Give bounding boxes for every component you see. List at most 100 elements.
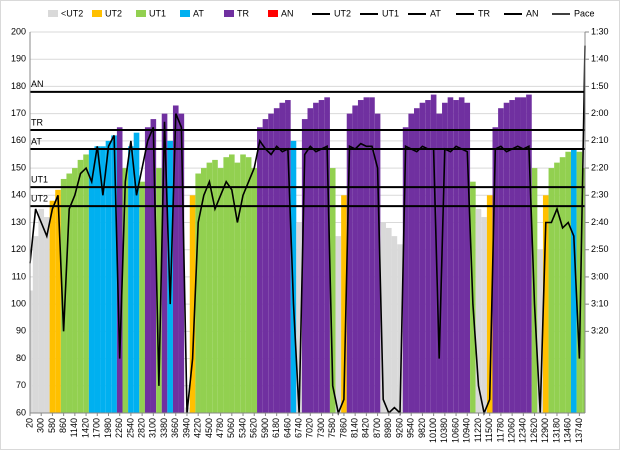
x-tick-label: 11500: [484, 418, 494, 442]
x-tick-label: 9820: [417, 418, 427, 438]
hr-zone-column: [32, 236, 39, 413]
y2-tick-label: 1:50: [591, 81, 609, 91]
hr-zone-column: [357, 100, 364, 414]
threshold-label: UT1: [31, 174, 48, 184]
y-tick-label: 110: [12, 271, 26, 281]
hr-zone-column: [212, 159, 218, 413]
legend-swatch: [48, 10, 58, 17]
hr-zone-column: [77, 159, 84, 413]
x-tick-label: 12900: [540, 418, 550, 443]
y-tick-label: 140: [11, 190, 26, 200]
x-tick-label: 580: [47, 418, 57, 433]
hr-zone-column: [189, 195, 196, 413]
hr-zone-column: [346, 113, 353, 414]
hr-zone-column: [442, 102, 448, 413]
hr-zone-column: [537, 249, 543, 413]
hr-zone-column: [464, 102, 471, 413]
x-tick-label: 4780: [215, 418, 225, 438]
pace-line: [29, 45, 586, 416]
hr-zone-column: [245, 157, 252, 413]
x-tick-label: 12060: [506, 418, 516, 443]
hr-zone-column: [436, 113, 443, 414]
y-tick-label: 120: [11, 244, 26, 254]
hr-zone-column: [200, 168, 207, 413]
hr-zone-column: [262, 119, 269, 413]
x-tick-label: 1700: [92, 418, 102, 438]
hr-zone-column: [206, 162, 213, 413]
y2-tick-label: 2:10: [591, 135, 609, 145]
x-tick-label: 6180: [271, 418, 281, 438]
legend-label: UT1: [382, 8, 399, 18]
hr-zone-column: [509, 100, 515, 414]
legend-swatch: [136, 10, 146, 17]
hr-zone-column: [559, 157, 566, 413]
legend-swatch: [268, 10, 278, 17]
x-tick-label: 10100: [428, 418, 438, 443]
hr-zone-column: [273, 108, 280, 413]
legend-label: UT2: [334, 8, 351, 18]
hr-zone-column: [100, 146, 106, 414]
hr-zone-column: [251, 168, 258, 413]
x-tick-label: 2260: [114, 418, 124, 438]
hr-zone-column: [122, 168, 129, 413]
hr-zone-column: [453, 100, 459, 414]
hr-zone-column: [167, 140, 173, 413]
x-tick-label: 1420: [80, 418, 90, 438]
threshold-label: AN: [31, 79, 44, 89]
hr-zone-column: [217, 168, 224, 413]
hr-zone-column: [475, 208, 482, 413]
x-tick-label: 8140: [350, 418, 360, 438]
x-tick-label: 8700: [372, 418, 382, 438]
hr-zone-column: [279, 102, 286, 413]
x-tick-label: 20: [24, 418, 34, 428]
x-tick-label: 9540: [406, 418, 416, 438]
hr-zone-column: [116, 127, 123, 413]
hr-zone-column: [391, 236, 398, 413]
hr-zone-column: [369, 97, 375, 414]
y2-tick-label: 3:10: [591, 299, 609, 309]
hr-zone-column: [83, 154, 89, 413]
hr-zone-column: [229, 154, 235, 413]
x-tick-label: 13460: [563, 418, 573, 443]
hr-zone-column: [307, 108, 314, 413]
hr-zone-column: [402, 127, 409, 413]
hr-zone-column: [105, 140, 112, 413]
x-tick-label: 11780: [495, 418, 505, 442]
x-tick-label: 10940: [462, 418, 472, 443]
y-tick-label: 200: [11, 26, 26, 36]
y-tick-label: 90: [16, 326, 26, 336]
legend-swatch: [92, 10, 102, 17]
hr-zone-column: [301, 119, 308, 413]
threshold-label: TR: [31, 117, 43, 127]
hr-zone-column: [335, 236, 342, 413]
x-tick-label: 12620: [529, 418, 539, 443]
y-tick-label: 180: [11, 81, 26, 91]
hr-zone-column: [111, 135, 117, 413]
hr-zone-column: [296, 222, 302, 413]
hr-zone-column: [514, 97, 521, 414]
hr-zone-column: [570, 149, 577, 413]
hr-zone-column: [419, 102, 426, 413]
legend-label: UT2: [105, 8, 122, 18]
x-tick-label: 4500: [204, 418, 214, 438]
x-tick-label: 8420: [361, 418, 371, 438]
hr-zone-column: [385, 227, 392, 413]
x-tick-label: 7580: [327, 418, 337, 438]
y-tick-label: 60: [16, 407, 26, 417]
hr-zone-column: [30, 290, 33, 413]
hr-zone-column: [318, 100, 325, 414]
hr-zone-column: [329, 168, 336, 413]
y-tick-label: 150: [11, 162, 26, 172]
hr-zone-column: [285, 100, 291, 414]
x-tick-label: 9260: [394, 418, 404, 438]
legend-label: Pace: [574, 8, 595, 18]
hr-zone-column: [503, 102, 510, 413]
hr-zone-column: [425, 100, 431, 414]
hr-zone-column: [88, 149, 95, 413]
y-tick-label: 190: [11, 54, 26, 64]
x-tick-label: 1980: [103, 418, 113, 438]
x-tick-label: 13740: [574, 418, 584, 443]
legend-label: AN: [526, 8, 539, 18]
hr-zone-column: [234, 162, 241, 413]
